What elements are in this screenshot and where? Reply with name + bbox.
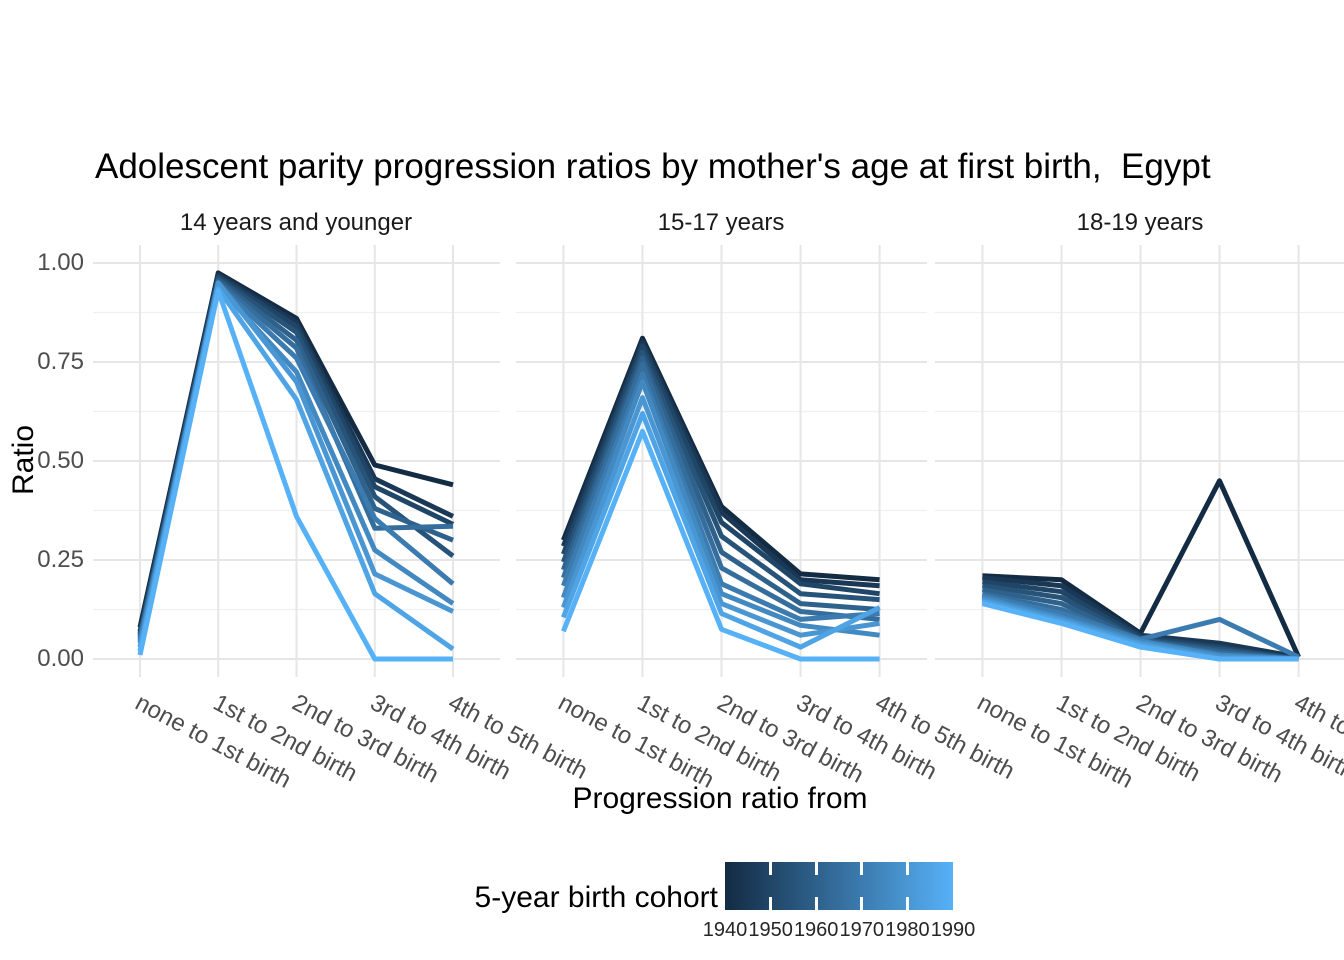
legend-tick: [769, 897, 773, 910]
legend-tick: [860, 862, 864, 875]
y-tick-label: 0.75: [37, 348, 84, 375]
y-tick-label: 0.50: [37, 447, 84, 474]
legend-tick-label: 1980: [885, 919, 930, 941]
cohort-line-1985: [561, 411, 881, 650]
legend-tick: [769, 862, 773, 875]
cohort-line-1990: [561, 428, 880, 662]
legend-colorbar: [725, 862, 953, 910]
legend-tick: [814, 897, 818, 910]
legend-tick-label: 1970: [839, 919, 885, 941]
legend-tick: [905, 862, 909, 875]
facet-label-14-and-younger: 14 years and younger: [179, 209, 413, 236]
y-tick-label: 0.00: [37, 645, 84, 672]
legend-tick-label: 1940: [702, 919, 748, 941]
legend-tick: [860, 897, 864, 910]
legend-tick-label: 1990: [930, 919, 976, 941]
y-tick-label: 1.00: [37, 249, 84, 276]
y-tick-label: 0.25: [37, 546, 84, 573]
cohort-line-1990: [981, 601, 1299, 662]
cohort-line-1975: [561, 379, 880, 638]
cohort-line-1990: [137, 288, 453, 662]
legend-tick: [814, 862, 818, 875]
facet-label-18-19: 18-19 years: [1076, 209, 1204, 236]
chart-title: Adolescent parity progression ratios by …: [95, 147, 1211, 186]
legend-tick: [905, 897, 909, 910]
x-axis-title: Progression ratio from: [572, 782, 868, 815]
cohort-line-1970: [561, 371, 880, 622]
legend-title: 5-year birth cohort: [474, 881, 718, 914]
cohort-line-1965: [561, 361, 880, 622]
legend-tick-label: 1950: [748, 919, 793, 941]
facet-label-15-17: 15-17 years: [657, 209, 785, 236]
legend-tick-label: 1960: [793, 919, 839, 941]
